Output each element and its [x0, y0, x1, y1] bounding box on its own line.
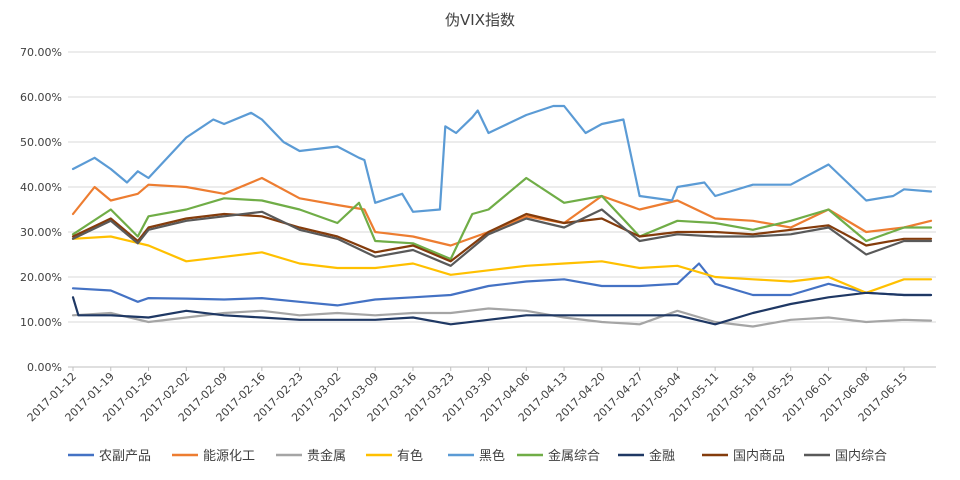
legend-item: 黑色: [448, 448, 505, 464]
legend-item: 有色: [366, 448, 423, 464]
chart-title: 伪VIX指数: [445, 11, 515, 29]
series-line-4: [71, 235, 933, 294]
y-tick-label: 70.00%: [20, 46, 62, 59]
legend-item: 能源化工: [172, 449, 255, 464]
legend-item: 金属综合: [517, 448, 600, 464]
legend-label: 国内综合: [835, 448, 887, 464]
y-tick-label: 50.00%: [20, 136, 62, 149]
series-line-1: [71, 262, 933, 307]
y-tick-label: 30.00%: [20, 226, 62, 239]
y-tick-label: 60.00%: [20, 91, 62, 104]
legend-label: 农副产品: [99, 449, 151, 464]
series-line-2: [71, 176, 933, 247]
legend-item: 国内综合: [804, 448, 887, 464]
legend-item: 贵金属: [276, 448, 346, 464]
x-axis-ticks: 2017-01-122017-01-192017-01-262017-02-02…: [25, 367, 910, 424]
series-line-8: [71, 212, 933, 263]
series-line-6: [71, 176, 933, 261]
series-line-5: [71, 104, 933, 213]
series-line-9: [71, 208, 933, 267]
series-line-7: [71, 291, 933, 326]
y-tick-label: 20.00%: [20, 271, 62, 284]
legend-label: 有色: [397, 448, 423, 464]
legend: 农副产品 能源化工 贵金属 有色 黑色 金属综合 金融 国内商品 国内综合: [68, 448, 887, 464]
series-lines: [71, 104, 933, 328]
legend-item: 国内商品: [702, 448, 785, 464]
legend-label: 金属综合: [548, 448, 600, 464]
y-tick-label: 10.00%: [20, 316, 62, 329]
y-tick-label: 40.00%: [20, 181, 62, 194]
legend-label: 黑色: [479, 448, 505, 464]
legend-label: 国内商品: [733, 448, 785, 464]
legend-label: 能源化工: [203, 449, 255, 464]
gridlines: [68, 51, 936, 368]
y-tick-label: 0.00%: [27, 361, 62, 374]
legend-label: 金融: [649, 448, 675, 464]
legend-label: 贵金属: [307, 448, 346, 464]
legend-item: 金融: [618, 448, 675, 464]
y-axis-ticks: 0.00% 10.00% 20.00% 30.00% 40.00% 50.00% 60.00…: [20, 46, 62, 374]
legend-item: 农副产品: [68, 449, 151, 464]
